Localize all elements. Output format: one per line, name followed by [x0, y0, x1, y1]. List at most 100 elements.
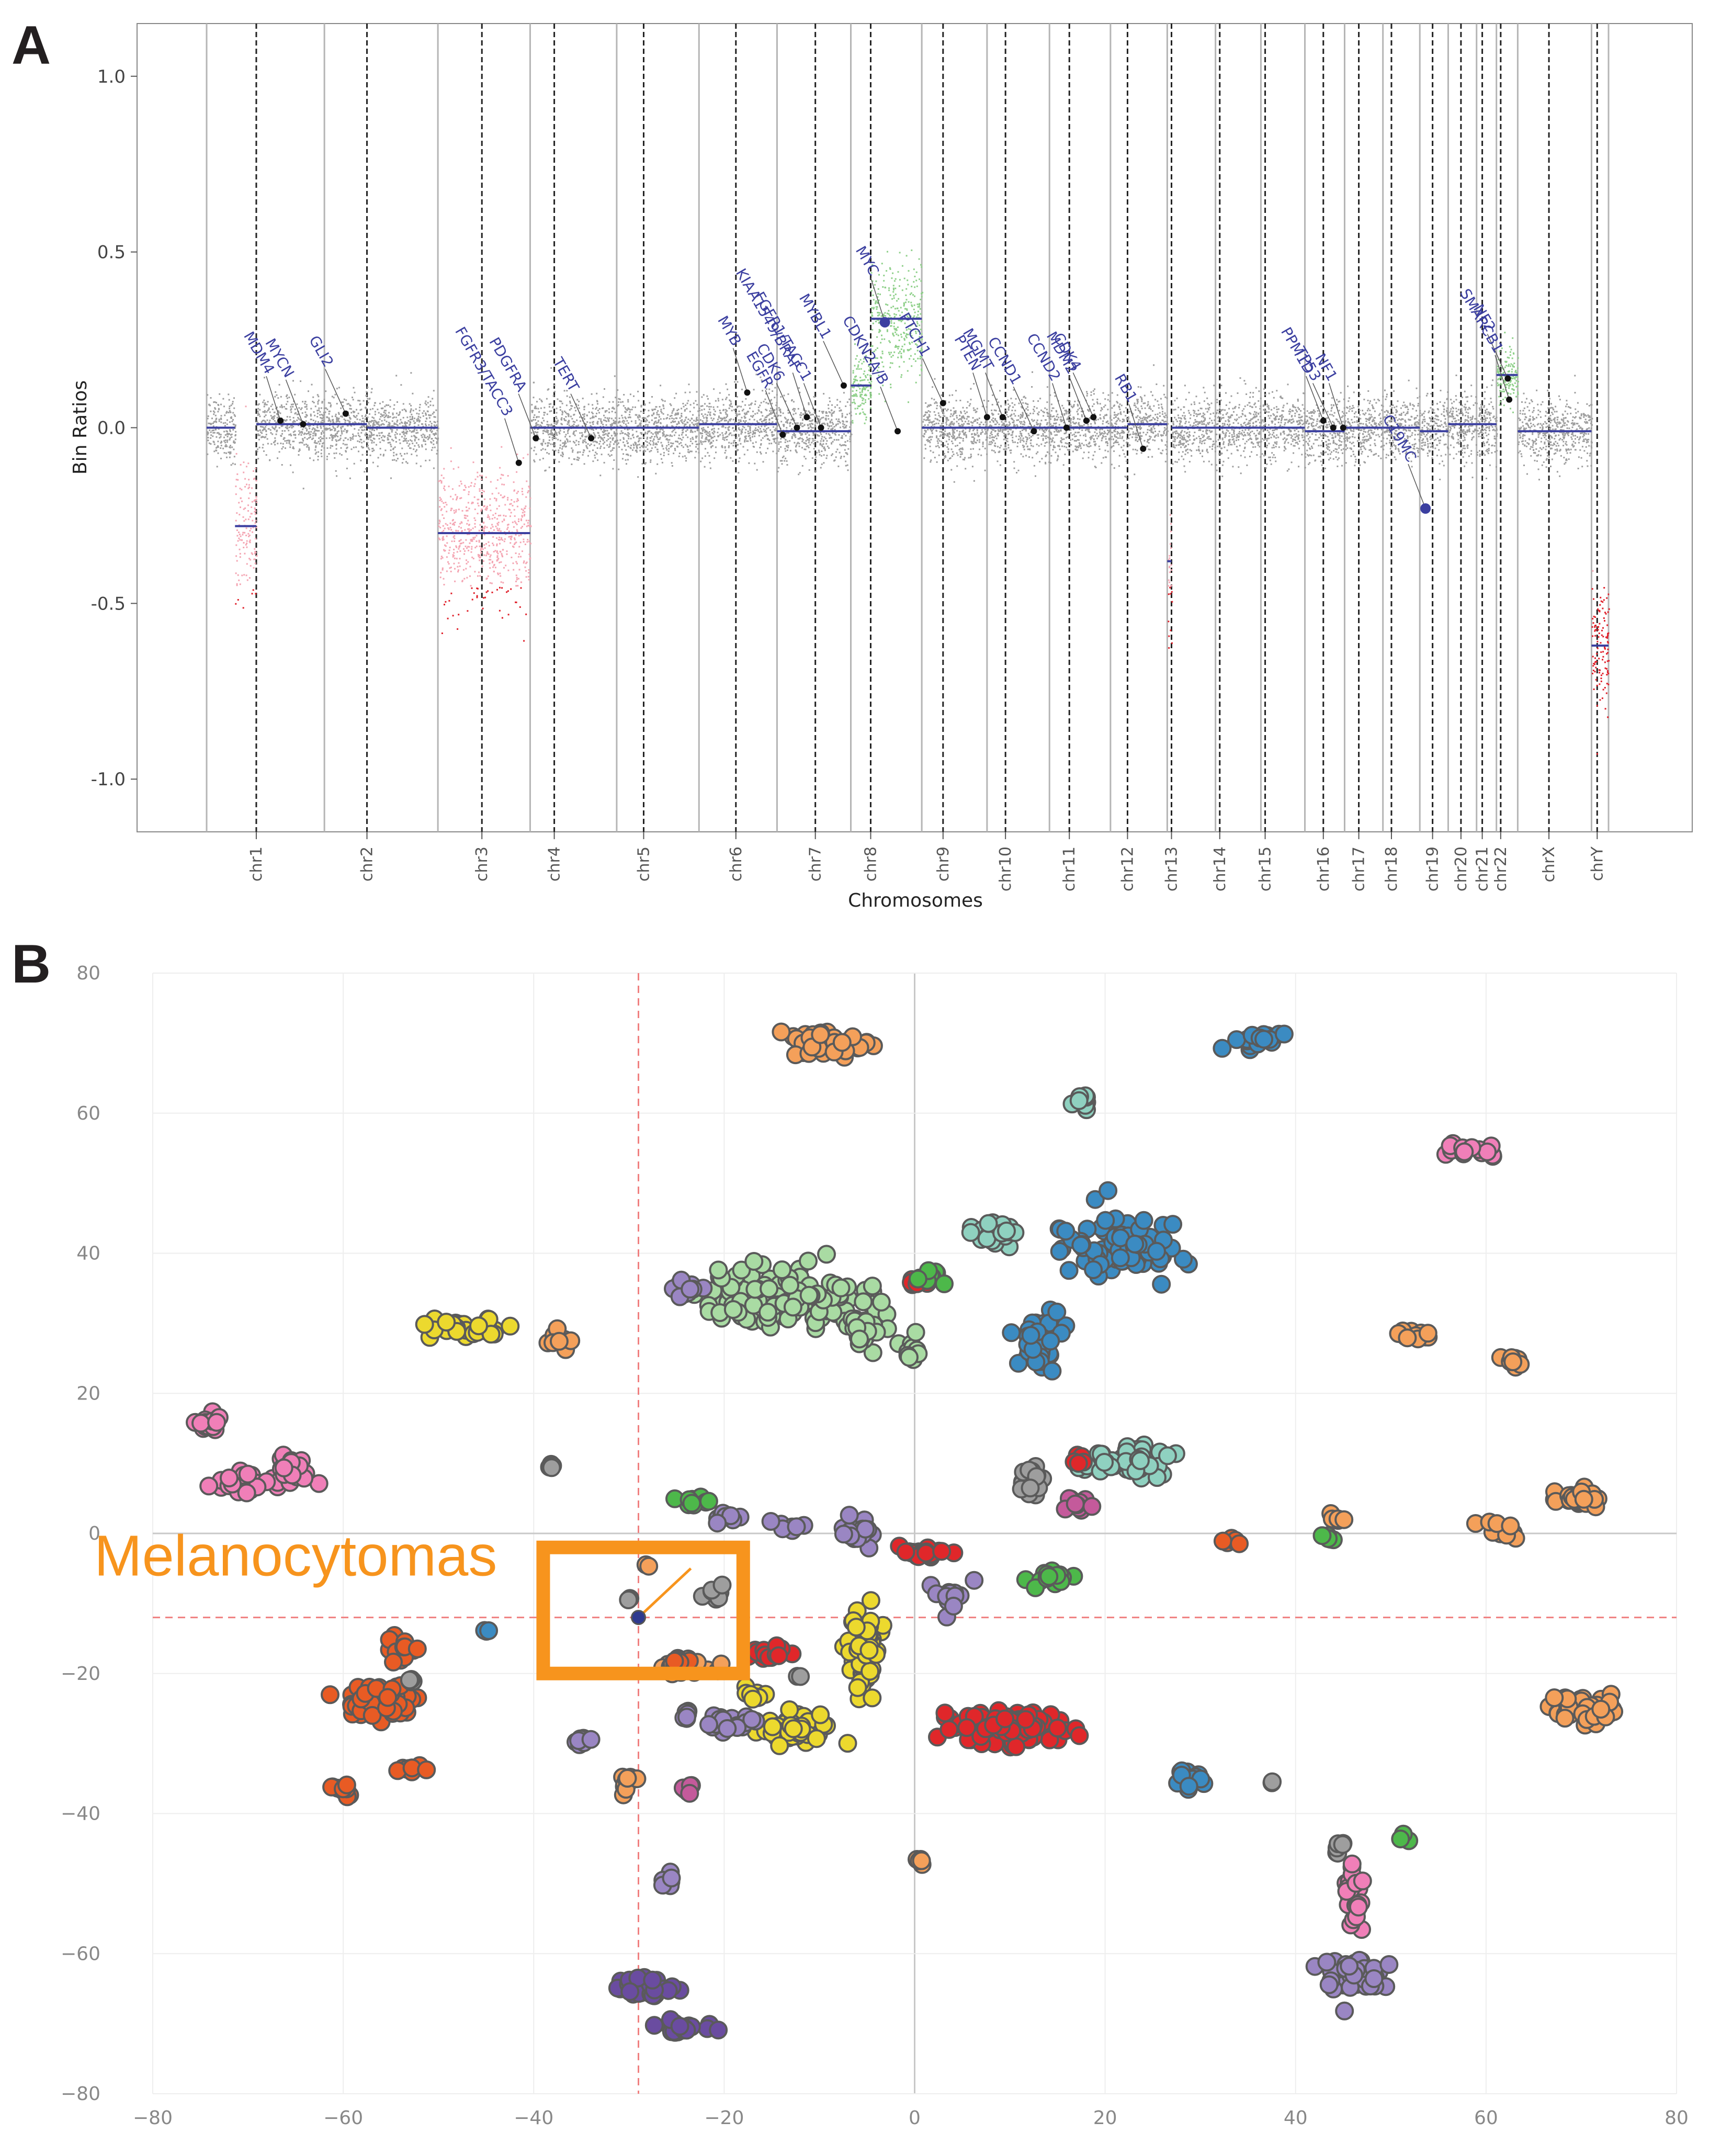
sample-point [699, 1492, 718, 1511]
sample-point [1099, 1181, 1118, 1200]
sample-point [207, 1413, 227, 1432]
sample-cluster [761, 1512, 813, 1540]
gene-leader-line [732, 348, 748, 393]
gene-point [794, 424, 800, 431]
sample-point [846, 1618, 866, 1637]
sample-point [1021, 1326, 1040, 1345]
sample-point [807, 1729, 826, 1748]
sample-cluster [653, 1862, 681, 1895]
gene-leader-line [1312, 383, 1334, 428]
sample-point [772, 1022, 791, 1042]
sample-point [1230, 1534, 1249, 1553]
sample-point [811, 1025, 830, 1044]
sample-point [1501, 1516, 1520, 1536]
y-tick-label: −60 [61, 1943, 100, 1965]
sample-cluster [673, 1776, 701, 1803]
sample-cluster [889, 1323, 928, 1369]
sample-cluster [674, 1701, 698, 1728]
y-tick-label: -0.5 [91, 593, 126, 614]
sample-point [1085, 1190, 1105, 1209]
gene-leader-line [285, 379, 304, 425]
sample-point [780, 1275, 799, 1295]
y-tick-label: −40 [61, 1803, 100, 1825]
tsne-sample-points: Melanocytomas [94, 1022, 1624, 2042]
chromosome-label: chr18 [1383, 846, 1401, 891]
panel-a-y-axis: 1.0 0.5 0.0 -0.5 -1.0 [91, 66, 137, 790]
x-tick-label: 0 [909, 2107, 921, 2129]
x-tick-label: −60 [323, 2107, 363, 2129]
sample-point [1319, 1975, 1339, 1994]
sample-point [965, 1571, 984, 1590]
sample-point [1555, 1709, 1575, 1728]
sample-cluster [540, 1454, 562, 1477]
chromosome-label: chr4 [546, 846, 564, 882]
y-tick-label: 0 [88, 1523, 100, 1544]
sample-point [770, 1736, 789, 1755]
gene-leader-line [985, 372, 1003, 417]
panel-b-x-axis: −80 −60 −40 −20 0 20 40 60 80 [133, 2107, 1689, 2129]
sample-point [1545, 1688, 1564, 1708]
sample-point [758, 1303, 777, 1322]
sample-point [1125, 1234, 1145, 1254]
gene-leader-line [803, 383, 822, 428]
sample-point [709, 2020, 728, 2040]
sample-point [1335, 2001, 1354, 2020]
gene-point [818, 424, 824, 431]
gene-point [1083, 417, 1090, 424]
gene-point [999, 414, 1006, 421]
sample-point [761, 1512, 780, 1531]
sample-cluster [1069, 1435, 1185, 1488]
sample-point [861, 1591, 880, 1610]
sample-point [1179, 1777, 1198, 1796]
sample-point [378, 1688, 398, 1707]
sample-point [1059, 1261, 1079, 1280]
sample-point [1069, 1091, 1089, 1110]
sample-point [1043, 1361, 1062, 1381]
sample-point [1048, 1719, 1067, 1737]
sample-point [863, 1688, 882, 1708]
sample-point [1340, 1957, 1359, 1976]
sample-point [618, 1769, 637, 1788]
y-tick-label: 0.5 [97, 242, 126, 263]
sample-cluster [271, 1446, 329, 1493]
sample-point [723, 1300, 743, 1319]
sample-point [743, 1689, 763, 1709]
sample-cluster [1002, 1300, 1075, 1381]
gene-point [1420, 503, 1431, 514]
gene-point [533, 435, 539, 442]
sample-point [681, 1280, 700, 1299]
gene-point [1330, 424, 1337, 431]
sample-point [900, 1348, 919, 1367]
gene-point [983, 414, 990, 421]
sample-cluster [664, 1270, 713, 1306]
y-tick-label: 20 [76, 1383, 100, 1404]
sample-point [437, 1313, 456, 1332]
sample-point [415, 1315, 434, 1334]
chromosome-label: chrX [1540, 846, 1558, 882]
sample-cluster [1049, 1181, 1198, 1294]
sample-cluster [665, 1487, 718, 1515]
sample-point [1130, 1451, 1150, 1470]
sample-point [337, 1775, 356, 1794]
gene-leader-line [1494, 355, 1510, 400]
sample-point [773, 1260, 791, 1280]
sample-cluster [1389, 1322, 1438, 1349]
chromosome-label: chr5 [635, 846, 653, 882]
sample-point [832, 1033, 852, 1052]
gene-point [744, 389, 751, 396]
gene-leader-line [504, 418, 519, 463]
panel-a-y-axis-title: Bin Ratios [70, 380, 91, 475]
sample-point [791, 1667, 810, 1686]
gene-point [939, 400, 946, 407]
sample-point [549, 1331, 569, 1351]
sample-cluster [788, 1667, 810, 1686]
sample-point [848, 1678, 867, 1697]
sample-point [191, 1414, 210, 1433]
y-tick-label: −20 [61, 1663, 100, 1685]
sample-point [831, 1278, 851, 1297]
gene-leader-line [792, 372, 808, 417]
sample-point [670, 2017, 689, 2036]
sample-point [639, 1556, 659, 1576]
gene-leader-line [880, 386, 898, 432]
sample-point [1082, 1497, 1102, 1516]
